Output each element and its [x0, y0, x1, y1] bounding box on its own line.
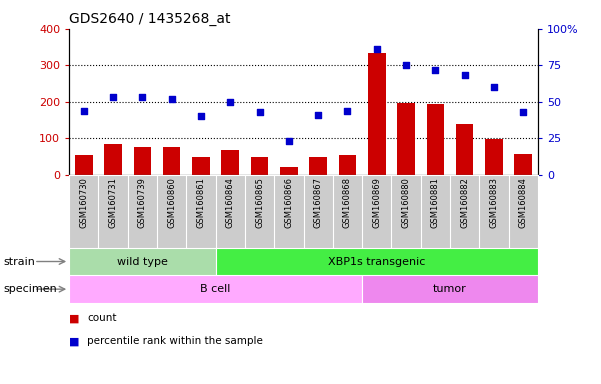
Text: GSM160864: GSM160864	[226, 177, 235, 228]
Text: B cell: B cell	[200, 284, 231, 294]
Text: tumor: tumor	[433, 284, 467, 294]
Text: percentile rank within the sample: percentile rank within the sample	[87, 336, 263, 346]
Text: GSM160861: GSM160861	[197, 177, 206, 228]
Bar	[192, 157, 210, 175]
Point	[343, 108, 352, 114]
Bar	[310, 157, 327, 175]
Text: GSM160865: GSM160865	[255, 177, 264, 228]
Bar	[397, 103, 415, 175]
Bar	[362, 275, 538, 303]
Point	[138, 94, 147, 101]
Point	[196, 113, 206, 119]
Bar	[368, 53, 385, 175]
Text: strain: strain	[3, 257, 35, 266]
Bar	[456, 124, 474, 175]
Point	[284, 138, 294, 144]
Bar	[216, 248, 538, 275]
Point	[372, 46, 382, 52]
Text: count: count	[87, 313, 117, 323]
Bar	[339, 155, 356, 175]
Bar	[221, 150, 239, 175]
Bar	[485, 139, 502, 175]
Text: wild type: wild type	[117, 257, 168, 266]
Point	[167, 96, 177, 102]
Point	[460, 73, 469, 79]
Point	[108, 94, 118, 101]
Text: GSM160868: GSM160868	[343, 177, 352, 228]
Point	[519, 109, 528, 115]
Bar	[280, 167, 297, 175]
Point	[255, 109, 264, 115]
Point	[79, 108, 88, 114]
Point	[313, 112, 323, 118]
Text: GSM160882: GSM160882	[460, 177, 469, 228]
Text: GSM160731: GSM160731	[109, 177, 118, 228]
Text: GSM160867: GSM160867	[314, 177, 323, 228]
Bar	[251, 157, 268, 175]
Bar	[133, 147, 151, 175]
Bar	[514, 154, 532, 175]
Text: GSM160880: GSM160880	[401, 177, 410, 228]
Text: GSM160881: GSM160881	[431, 177, 440, 228]
Text: GSM160739: GSM160739	[138, 177, 147, 228]
Bar	[105, 144, 122, 175]
Bar	[69, 248, 216, 275]
Bar	[427, 104, 444, 175]
Bar	[69, 275, 362, 303]
Point	[430, 66, 440, 73]
Text: ■: ■	[69, 313, 79, 323]
Text: GSM160884: GSM160884	[519, 177, 528, 228]
Point	[489, 84, 499, 90]
Point	[225, 99, 235, 105]
Bar	[163, 147, 180, 175]
Text: GSM160869: GSM160869	[372, 177, 381, 228]
Text: GSM160883: GSM160883	[489, 177, 498, 228]
Text: ■: ■	[69, 336, 79, 346]
Text: GSM160730: GSM160730	[79, 177, 88, 228]
Point	[401, 62, 411, 68]
Text: GSM160866: GSM160866	[284, 177, 293, 228]
Text: GSM160860: GSM160860	[167, 177, 176, 228]
Bar	[75, 155, 93, 175]
Text: GDS2640 / 1435268_at: GDS2640 / 1435268_at	[69, 12, 231, 26]
Text: specimen: specimen	[3, 284, 56, 294]
Text: XBP1s transgenic: XBP1s transgenic	[328, 257, 426, 266]
